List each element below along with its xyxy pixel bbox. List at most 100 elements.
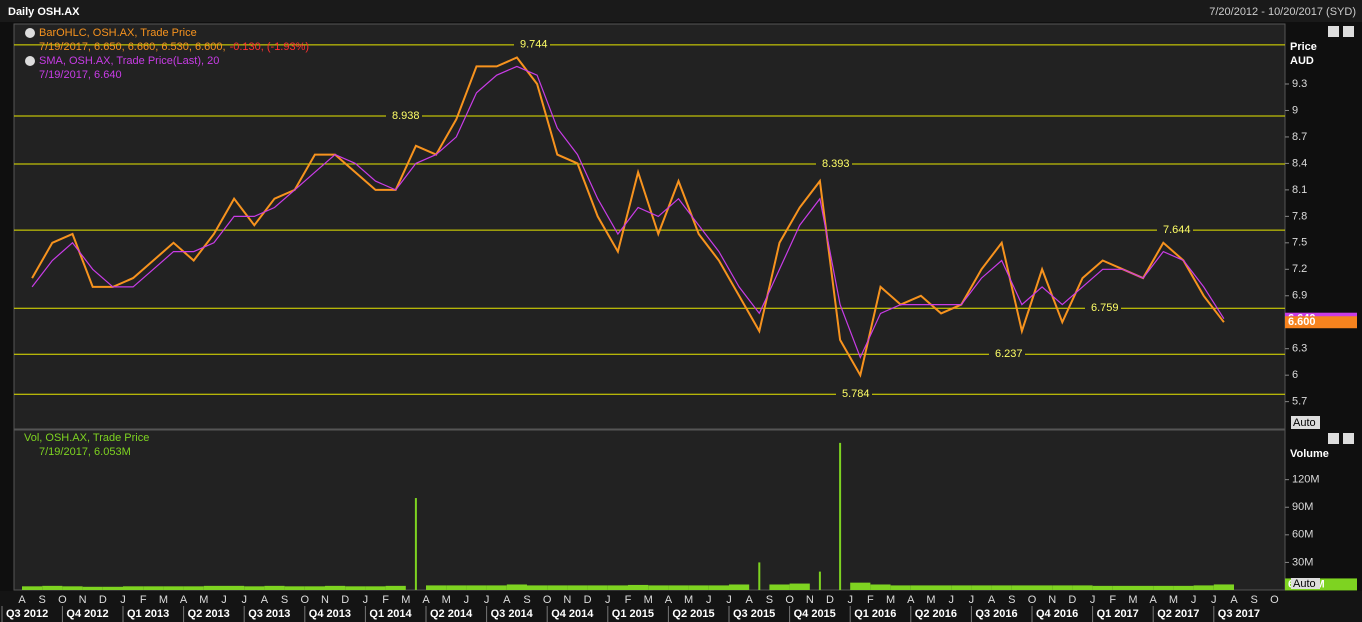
x-tick-label: A (1230, 594, 1238, 606)
x-tick-label: J (221, 594, 227, 606)
y-axis-title: Volume (1290, 448, 1329, 460)
volume-bar (971, 585, 992, 590)
auto-button[interactable] (1291, 416, 1320, 429)
volume-bar (789, 583, 810, 590)
level-label-bg (514, 37, 550, 52)
level-label-bg (1085, 301, 1121, 316)
volume-bar (1193, 585, 1214, 590)
legend-name: SMA, OSH.AX, Trade Price(Last), 20 (39, 55, 219, 67)
auto-button-label: Auto (1293, 417, 1316, 429)
x-tick-label: A (18, 594, 26, 606)
volume-bar (506, 584, 527, 590)
level-label: 5.784 (842, 388, 870, 400)
x-tick-label: A (988, 594, 996, 606)
x-tick-label: A (180, 594, 188, 606)
x-tick-label: O (1028, 594, 1037, 606)
quarter-label: Q2 2015 (672, 608, 714, 620)
quarter-label: Q4 2012 (66, 608, 108, 620)
volume-bar (818, 571, 821, 590)
volume-bar (527, 585, 548, 590)
auto-button-label: Auto (1293, 578, 1316, 590)
volume-bar (123, 586, 144, 590)
volume-bar (466, 585, 487, 590)
x-tick-label: J (363, 594, 369, 606)
y-tick-label: 7.2 (1292, 263, 1307, 275)
x-tick-label: A (422, 594, 430, 606)
volume-bar (850, 582, 871, 590)
volume-bar (567, 585, 588, 590)
x-tick-label: J (605, 594, 611, 606)
x-tick-label: D (1068, 594, 1076, 606)
quarter-label: Q1 2015 (612, 608, 654, 620)
x-tick-label: O (301, 594, 310, 606)
x-axis-bg (0, 591, 1362, 622)
volume-bar (486, 585, 507, 590)
y-tick-label: 9.3 (1292, 78, 1307, 90)
x-tick-label: M (401, 594, 410, 606)
x-tick-label: F (382, 594, 389, 606)
quarter-label: Q3 2014 (491, 608, 534, 620)
volume-bar (758, 562, 761, 590)
x-tick-label: M (159, 594, 168, 606)
auto-button[interactable] (1291, 578, 1320, 589)
level-label-bg (816, 157, 852, 172)
close-button[interactable] (1343, 433, 1354, 444)
legend-readout: 7/19/2017, 6.053M (39, 446, 131, 458)
restore-button[interactable] (1328, 433, 1339, 444)
legend-icon (25, 28, 35, 38)
level-label: 6.759 (1091, 302, 1119, 314)
volume-bar (163, 586, 184, 590)
quarter-label: Q1 2014 (369, 608, 412, 620)
volume-bar (325, 585, 346, 590)
x-tick-label: A (907, 594, 915, 606)
sma-line (31, 65, 1225, 360)
x-tick-label: F (625, 594, 632, 606)
quarter-label: Q3 2015 (733, 608, 775, 620)
volume-bar (426, 585, 447, 590)
x-tick-label: A (746, 594, 754, 606)
volume-bar (62, 586, 83, 590)
volume-bar (42, 585, 63, 590)
quarter-label: Q1 2013 (127, 608, 169, 620)
y-axis-title: Price (1290, 41, 1317, 53)
legend-name: BarOHLC, OSH.AX, Trade Price (39, 27, 197, 39)
volume-bar (264, 585, 285, 590)
date-range: 7/20/2012 - 10/20/2017 (SYD) (1209, 6, 1356, 18)
quarter-label: Q2 2017 (1157, 608, 1199, 620)
volume-bar (183, 586, 204, 590)
volume-bar (414, 498, 417, 590)
x-tick-label: J (969, 594, 975, 606)
restore-button[interactable] (1328, 26, 1339, 37)
volume-bar (547, 585, 568, 590)
x-tick-label: O (543, 594, 552, 606)
quarter-label: Q3 2013 (248, 608, 290, 620)
volume-bar (1112, 585, 1133, 590)
y-tick-label: 6.3 (1292, 343, 1307, 355)
x-tick-label: J (1090, 594, 1096, 606)
volume-bar (284, 586, 305, 590)
x-tick-label: D (341, 594, 349, 606)
quarter-label: Q2 2016 (915, 608, 957, 620)
x-tick-label: M (644, 594, 653, 606)
x-tick-label: S (39, 594, 46, 606)
quarter-label: Q1 2017 (1097, 608, 1139, 620)
volume-panel (13, 429, 1286, 591)
volume-bar (365, 586, 386, 590)
volume-bar (1092, 585, 1113, 590)
x-tick-label: M (886, 594, 895, 606)
x-tick-label: S (523, 594, 530, 606)
close-button[interactable] (1343, 26, 1354, 37)
y-tick-label: 120M (1292, 474, 1320, 486)
price-panel (13, 23, 1286, 430)
legend-readout: 7/19/2017, 6.650, 6.660, 6.530, 6.600, (39, 41, 226, 53)
quarter-label: Q3 2012 (6, 608, 48, 620)
y-tick-label: 7.5 (1292, 237, 1307, 249)
level-label: 8.393 (822, 158, 850, 170)
volume-bar (910, 585, 931, 590)
x-tick-label: F (867, 594, 874, 606)
volume-bar (1072, 585, 1093, 590)
x-tick-label: J (464, 594, 470, 606)
x-tick-label: J (706, 594, 712, 606)
x-tick-label: N (563, 594, 571, 606)
x-tick-label: J (484, 594, 490, 606)
